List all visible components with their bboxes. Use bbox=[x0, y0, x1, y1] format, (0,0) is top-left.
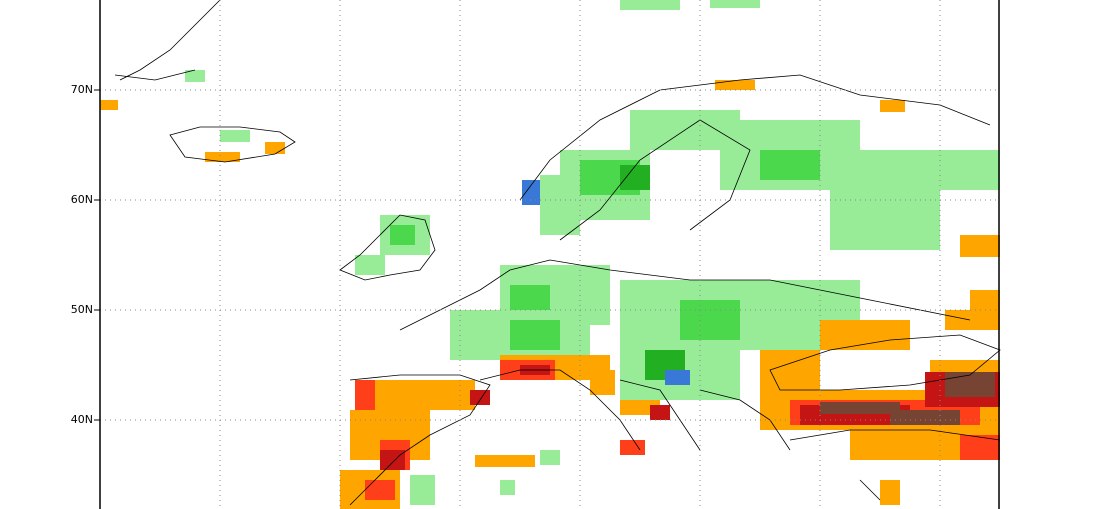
patch bbox=[860, 150, 1000, 190]
patch bbox=[205, 152, 240, 162]
patch bbox=[590, 370, 615, 395]
patch bbox=[820, 402, 900, 414]
patch bbox=[620, 0, 680, 10]
patch bbox=[510, 320, 560, 350]
patch bbox=[185, 70, 205, 82]
patch bbox=[265, 142, 285, 154]
patch bbox=[880, 480, 900, 505]
patch bbox=[880, 100, 905, 112]
patch bbox=[410, 475, 435, 505]
patch bbox=[665, 370, 690, 385]
latitude-label: 70N bbox=[71, 83, 93, 96]
patch bbox=[945, 310, 975, 330]
patch bbox=[390, 225, 415, 245]
patch bbox=[830, 190, 940, 250]
patch bbox=[475, 455, 535, 467]
patch bbox=[960, 235, 1000, 257]
patch bbox=[540, 450, 560, 465]
patch bbox=[715, 80, 755, 90]
patch bbox=[890, 410, 960, 425]
patch bbox=[620, 440, 645, 455]
patch bbox=[760, 150, 820, 180]
patch bbox=[650, 405, 670, 420]
patch bbox=[220, 130, 250, 142]
patch bbox=[620, 165, 650, 190]
patch bbox=[945, 372, 995, 397]
patch bbox=[522, 180, 544, 205]
patch bbox=[540, 175, 580, 235]
patch bbox=[355, 255, 385, 275]
patch bbox=[500, 480, 515, 495]
latitude-label: 60N bbox=[71, 193, 93, 206]
patch bbox=[820, 320, 910, 350]
latitude-label: 50N bbox=[71, 303, 93, 316]
patch bbox=[680, 300, 740, 340]
anomaly-patches bbox=[100, 0, 1000, 509]
latitude-labels: 70N 60N 50N 40N bbox=[71, 83, 100, 426]
patch bbox=[365, 480, 395, 500]
latitude-label: 40N bbox=[71, 413, 93, 426]
patch bbox=[470, 390, 490, 405]
patch bbox=[710, 0, 760, 8]
patch bbox=[100, 100, 118, 110]
patch bbox=[380, 450, 405, 470]
